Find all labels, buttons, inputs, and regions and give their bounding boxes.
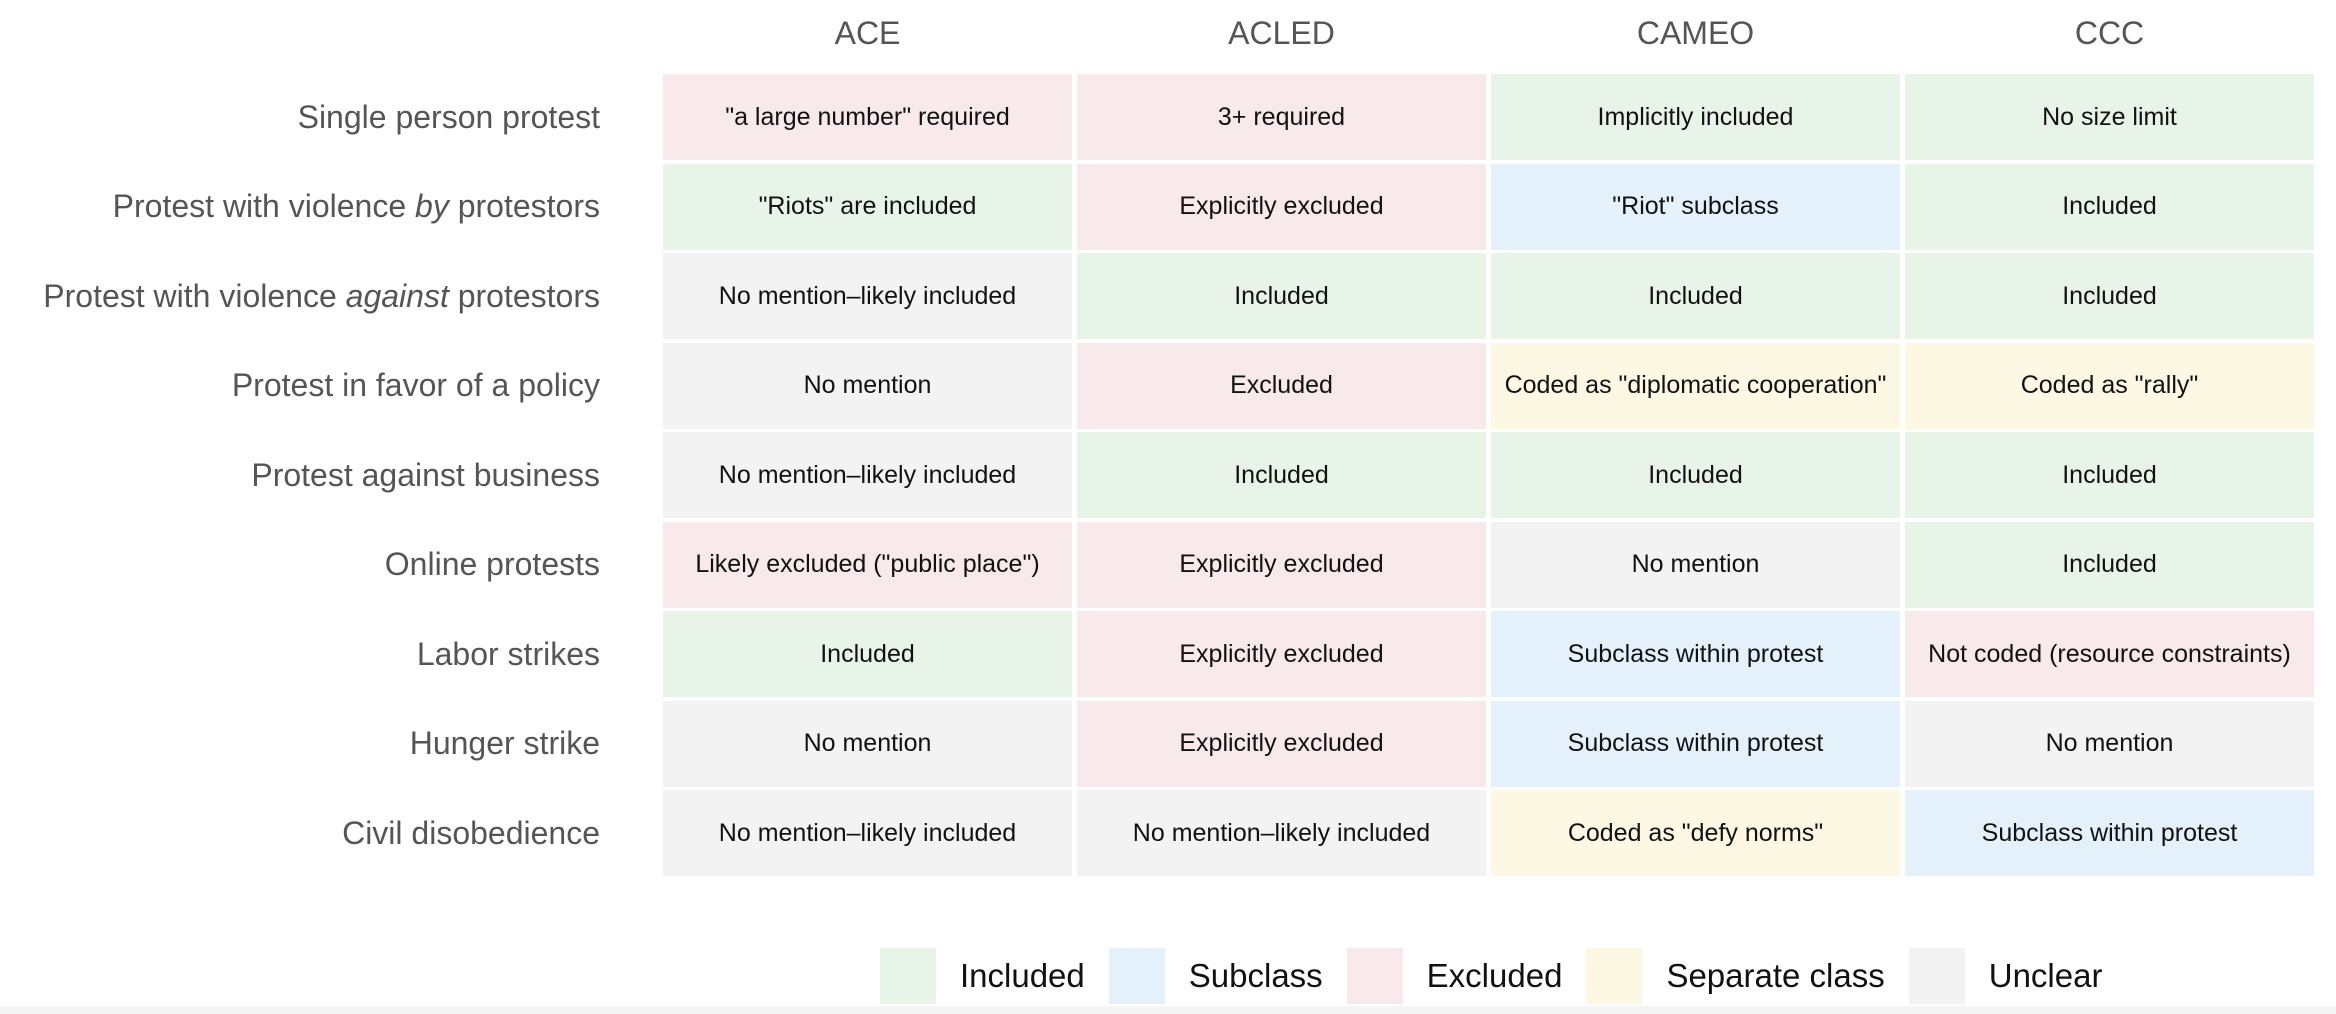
table-cell: Likely excluded ("public place") [663,521,1072,608]
legend-label: Subclass [1188,957,1323,994]
legend-label: Separate class [1666,957,1885,994]
table-cell: Subclass within protest [1491,700,1900,787]
row-label: Hunger strike [0,701,600,787]
table-cell: No mention–likely included [663,432,1072,518]
table-cell: Coded as "defy norms" [1491,790,1900,876]
legend-item-included: Included [880,948,1085,1004]
row-label-text: Protest with violence [112,188,416,224]
legend-item-unclear: Unclear [1908,948,2103,1004]
row-label-emphasis: against [345,277,449,314]
row-label: Labor strikes [0,611,600,697]
table-cell: Implicitly included [1491,74,1900,160]
legend: Included Subclass Excluded Separate class Un… [880,948,2126,1004]
row-label-text: Protest with violence [43,277,346,314]
table-cell: "a large number" required [663,74,1072,160]
legend-label: Unclear [1988,957,2103,994]
table-cell: No mention–likely included [1077,790,1486,876]
row-label: Protest with violence against protestors [0,253,600,339]
row-label-text: Protest in favor of a policy [231,367,600,403]
table-cell: No mention [1491,521,1900,608]
table-cell: Explicitly excluded [1077,163,1486,250]
row-label-text: protestors [448,277,600,314]
table-cell: Included [1491,432,1900,518]
table-cell: Coded as "rally" [1905,342,2314,429]
row-label: Online protests [0,522,600,608]
row-label-text: Labor strikes [416,635,600,672]
table-cell: No size limit [1905,74,2314,160]
row-label-emphasis: by [415,188,449,224]
table-cell: Included [1905,163,2314,250]
column-header-cameo: CAMEO [1636,14,1755,51]
legend-swatch [1586,948,1643,1004]
legend-label: Excluded [1426,957,1563,994]
table-cell: "Riots" are included [663,163,1072,250]
table-cell: No mention [663,342,1072,429]
table-cell: Included [663,611,1072,697]
table-cell: "Riot" subclass [1491,163,1900,250]
row-label: Protest with violence by protestors [0,164,600,250]
table-cell: No mention [663,700,1072,787]
table-cell: Included [1491,253,1900,339]
table-cell: Excluded [1077,342,1486,429]
table-cell: Included [1905,432,2314,518]
table-cell: Not coded (resource constraints) [1905,611,2314,697]
legend-swatch [880,948,936,1004]
row-label: Protest in favor of a policy [0,343,600,429]
table-cell: Subclass within protest [1491,611,1900,697]
legend-item-subclass: Subclass [1108,948,1323,1004]
table-cell: Explicitly excluded [1077,611,1486,697]
table-cell: No mention [1905,700,2314,787]
legend-swatch [1346,948,1403,1004]
row-label-text: Civil disobedience [342,814,600,851]
table-cell: Explicitly excluded [1077,521,1486,608]
legend-label: Included [960,957,1085,994]
legend-swatch [1908,948,1965,1004]
bottom-divider [0,1006,2336,1014]
row-label-text: Online protests [384,546,600,582]
table-cell: Included [1905,521,2314,608]
table-cell: Explicitly excluded [1077,700,1486,787]
row-label: Single person protest [0,74,600,160]
column-header-acled: ACLED [1228,14,1335,51]
legend-item-excluded: Excluded [1346,948,1563,1004]
row-label-text: protestors [448,188,600,224]
legend-swatch [1108,948,1165,1004]
table-cell: 3+ required [1077,74,1486,160]
row-label-text: Single person protest [297,98,600,135]
table-cell: No mention–likely included [663,790,1072,876]
column-header-ace: ACE [834,14,901,51]
table-cell: Subclass within protest [1905,790,2314,876]
row-label: Civil disobedience [0,790,600,876]
table-cell: Coded as "diplomatic cooperation" [1491,342,1900,429]
row-label-text: Protest against business [251,456,600,493]
table-cell: Included [1077,253,1486,339]
row-label-text: Hunger strike [409,725,600,761]
table-cell: Included [1905,253,2314,339]
column-header-ccc: CCC [2074,14,2145,51]
table-cell: Included [1077,432,1486,518]
row-label: Protest against business [0,432,600,518]
table-cell: No mention–likely included [663,253,1072,339]
legend-item-separate: Separate class [1586,948,1885,1004]
